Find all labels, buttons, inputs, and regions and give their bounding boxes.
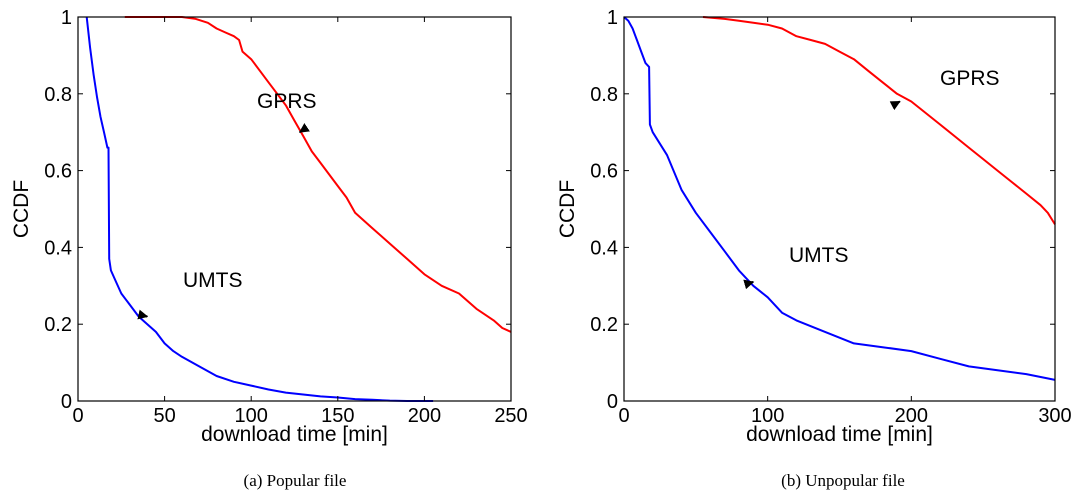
plot-frame xyxy=(77,16,512,402)
plot-frame xyxy=(623,16,1056,402)
y-tick-label: 0.6 xyxy=(590,161,618,183)
y-tick-label: 0.2 xyxy=(44,314,72,336)
x-tick-label: 0 xyxy=(72,405,83,427)
x-tick-label: 100 xyxy=(235,405,268,427)
y-axis-label: CCDF xyxy=(10,180,33,238)
annotation-label-gprs: GPRS xyxy=(940,67,1000,90)
x-tick-label: 300 xyxy=(1038,405,1071,427)
figure-caption: (a) Popular file xyxy=(244,471,347,490)
annotation-label-umts: UMTS xyxy=(183,269,243,292)
x-axis-label: download time [min] xyxy=(746,423,933,446)
y-tick-label: 0.8 xyxy=(590,84,618,106)
x-tick-label: 200 xyxy=(895,405,928,427)
y-tick-label: 1 xyxy=(61,7,72,29)
x-tick-label: 250 xyxy=(494,405,527,427)
annotation-arrow-umts xyxy=(137,309,149,320)
y-tick-label: 0 xyxy=(607,391,618,413)
y-axis-label: CCDF xyxy=(556,180,579,238)
y-tick-label: 0.4 xyxy=(44,237,72,259)
y-tick-label: 1 xyxy=(607,7,618,29)
chart-panel-b: 0 100 200 300 0 0.2 0.4 0.6 0.8 1 download time [m… xyxy=(556,7,1072,490)
y-tick-label: 0.6 xyxy=(44,161,72,183)
figure-caption: (b) Unpopular file xyxy=(781,471,905,490)
y-tick-label: 0.2 xyxy=(590,314,618,336)
y-tick-label: 0.8 xyxy=(44,84,72,106)
annotation-arrow-gprs xyxy=(298,123,310,134)
annotation-label-umts: UMTS xyxy=(789,244,849,267)
annotation-arrow-umts xyxy=(743,279,755,290)
annotation-arrow-gprs xyxy=(889,100,901,111)
y-tick-label: 0 xyxy=(61,391,72,413)
x-tick-label: 0 xyxy=(618,405,629,427)
chart-panel-a: 0 50 100 150 200 250 0 0.2 0.4 0.6 0.8 1 download ti… xyxy=(10,7,528,490)
y-tick-label: 0.4 xyxy=(590,237,618,259)
series-line-umts xyxy=(85,16,434,402)
annotation-label-gprs: GPRS xyxy=(257,90,317,113)
x-tick-label: 200 xyxy=(408,405,441,427)
series-line-umts xyxy=(623,16,1056,381)
series-line-gprs xyxy=(702,16,1056,225)
x-tick-label: 100 xyxy=(751,405,784,427)
x-tick-label: 50 xyxy=(153,405,175,427)
x-tick-label: 150 xyxy=(321,405,354,427)
x-axis-label: download time [min] xyxy=(201,423,388,446)
series-line-gprs xyxy=(124,16,512,333)
